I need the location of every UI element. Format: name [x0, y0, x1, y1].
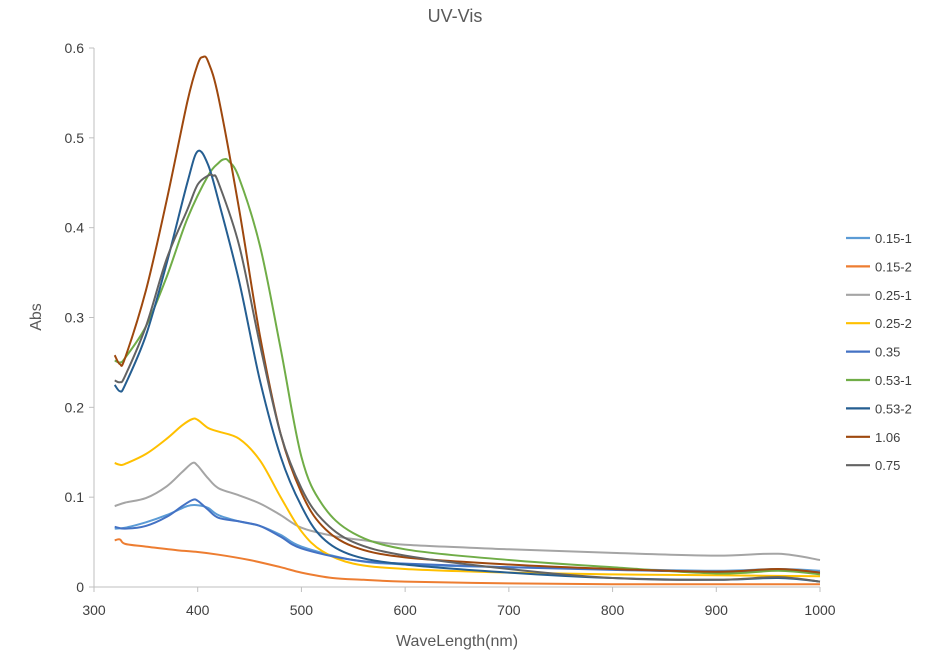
y-tick-label: 0.3 — [65, 310, 85, 326]
series-line-0.53-1 — [114, 157, 821, 576]
y-axis-ticks: 0 0.1 0.2 0.3 0.4 0.5 0.6 — [65, 40, 94, 595]
x-tick-label: 800 — [601, 602, 625, 618]
x-tick-label: 600 — [393, 602, 417, 618]
y-tick-label: 0.5 — [65, 130, 85, 146]
x-tick-label: 500 — [290, 602, 314, 618]
chart-title: UV-Vis — [428, 6, 483, 26]
series-line-0.25-2 — [114, 417, 821, 578]
legend-label: 0.75 — [875, 458, 900, 473]
legend-label: 0.53-1 — [875, 373, 912, 388]
series-line-1.06 — [113, 55, 821, 574]
x-tick-label: 1000 — [804, 602, 835, 618]
legend-label: 0.35 — [875, 345, 900, 360]
legend: 0.15-1 0.15-2 0.25-1 0.25-2 0.35 0.53-1 0.53-2… — [846, 231, 912, 473]
y-axis-title: Abs — [28, 303, 45, 331]
series-line-0.75 — [114, 173, 821, 583]
series-line-0.15-2 — [114, 538, 820, 586]
x-axis-title: WaveLength(nm) — [396, 633, 518, 650]
y-tick-label: 0.1 — [65, 489, 85, 505]
y-tick-label: 0 — [76, 579, 84, 595]
x-tick-label: 400 — [186, 602, 210, 618]
legend-label: 0.53-2 — [875, 401, 912, 416]
y-tick-label: 0.4 — [65, 220, 85, 236]
legend-label: 0.25-1 — [875, 288, 912, 303]
x-axis-ticks: 300 400 500 600 700 800 900 1000 — [82, 587, 836, 618]
x-tick-label: 900 — [705, 602, 729, 618]
y-tick-label: 0.2 — [65, 399, 85, 415]
legend-label: 1.06 — [875, 430, 900, 445]
series-layer — [113, 55, 821, 586]
x-tick-label: 700 — [497, 602, 521, 618]
legend-label: 0.15-2 — [875, 259, 912, 274]
x-tick-label: 300 — [82, 602, 106, 618]
series-line-0.15-1 — [114, 503, 821, 572]
y-tick-label: 0.6 — [65, 40, 85, 56]
series-line-0.25-1 — [114, 461, 821, 561]
legend-label: 0.15-1 — [875, 231, 912, 246]
legend-label: 0.25-2 — [875, 316, 912, 331]
